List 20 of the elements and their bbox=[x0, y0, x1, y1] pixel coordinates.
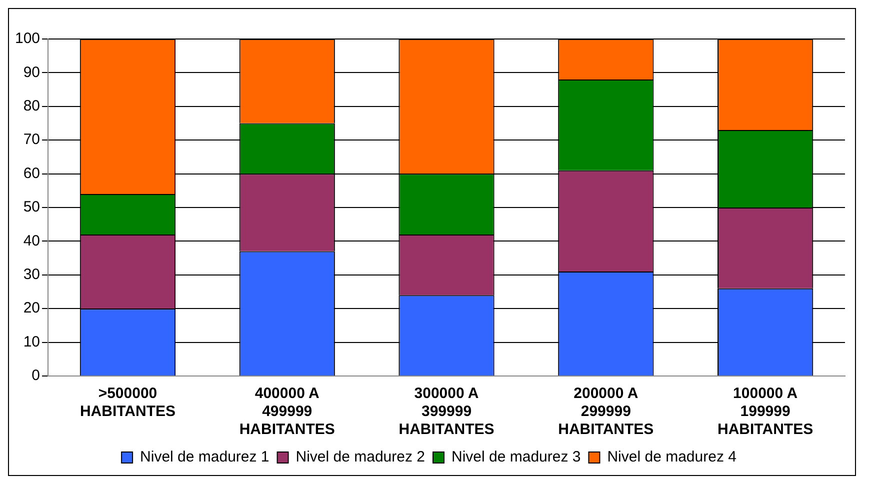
x-tick-label: 100000 A 199999 HABITANTES bbox=[718, 385, 814, 438]
y-tick-label: 80 bbox=[23, 98, 40, 115]
y-tick-label: 0 bbox=[32, 367, 40, 384]
x-tick-label: 400000 A 499999 HABITANTES bbox=[239, 385, 335, 438]
y-tick-label: 60 bbox=[23, 164, 40, 182]
y-tick-label: 70 bbox=[23, 131, 40, 148]
legend-label: Nivel de madurez 4 bbox=[607, 448, 736, 466]
x-tick-label: 300000 A 399999 HABITANTES bbox=[398, 385, 494, 438]
x-tick-label: >500000 HABITANTES bbox=[80, 385, 176, 420]
x-tick-label: 200000 A 299999 HABITANTES bbox=[558, 385, 654, 438]
legend-label: Nivel de madurez 2 bbox=[296, 448, 426, 466]
legend-label: Nivel de madurez 3 bbox=[452, 448, 581, 466]
y-tick-label: 40 bbox=[23, 232, 40, 250]
legend-label: Nivel de madurez 1 bbox=[140, 448, 270, 466]
y-tick-label: 90 bbox=[23, 64, 40, 81]
y-tick-label: 30 bbox=[23, 266, 40, 284]
y-tick-label: 20 bbox=[23, 300, 40, 317]
y-tick-label: 50 bbox=[23, 198, 40, 216]
y-tick-label: 10 bbox=[23, 333, 40, 350]
y-tick-label: 100 bbox=[14, 30, 40, 48]
